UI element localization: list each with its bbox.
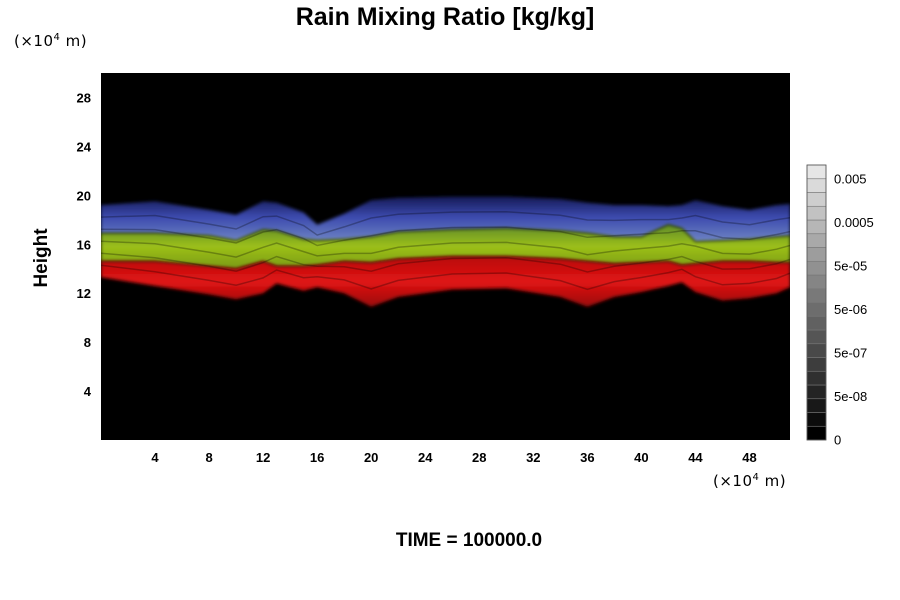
x-tick-label: 28: [472, 450, 486, 465]
time-label: TIME = 100000.0: [395, 530, 543, 551]
colorbar-swatch: [806, 205, 827, 221]
colorbar-frame: [806, 164, 827, 441]
colorbar-swatch: [806, 274, 827, 290]
colorbar-label: 5e-05: [834, 259, 867, 274]
colorbar-swatch: [806, 302, 827, 317]
x-tick-label: 32: [526, 450, 540, 465]
band-striation: [101, 252, 790, 273]
colorbar-swatch: [806, 288, 827, 303]
x-tick-label: 20: [364, 450, 378, 465]
colorbar-swatch: [806, 164, 827, 180]
y-tick-label: 16: [77, 237, 91, 252]
band-lower-red: [101, 256, 790, 307]
colorbar-swatch: [806, 425, 827, 441]
colorbar-swatch: [806, 329, 827, 345]
band-upper-blue: [101, 196, 790, 242]
colorbar: 0.005 0.0005 5e-05 5e-06 5e-07 5e-08 0: [806, 164, 874, 448]
y-tick-label: 24: [77, 139, 92, 154]
band-striation: [101, 240, 790, 258]
colorbar-swatch: [806, 233, 827, 248]
x-tick-label: 40: [634, 450, 648, 465]
colorbar-swatch: [806, 192, 827, 207]
colorbar-label: 0: [834, 433, 841, 448]
y-axis-unit: (×104 m): [14, 32, 88, 50]
colorbar-swatch: [806, 370, 827, 386]
chart-title: Rain Mixing Ratio [kg/kg]: [295, 3, 595, 31]
colorbar-swatch: [806, 357, 827, 372]
colorbar-label: 5e-06: [834, 302, 867, 317]
colorbar-swatch: [806, 398, 827, 413]
band-middle-green: [101, 224, 790, 269]
colorbar-swatch: [806, 260, 827, 276]
colorbar-swatch: [806, 412, 827, 427]
colorbar-swatch: [806, 315, 827, 331]
x-tick-label: 24: [418, 450, 433, 465]
x-axis-unit: (×104 m): [713, 472, 787, 490]
x-tick-label: 4: [151, 450, 159, 465]
colorbar-swatch: [806, 384, 827, 400]
band-striation: [101, 264, 790, 291]
x-tick-label: 36: [580, 450, 594, 465]
band-striation: [101, 211, 790, 236]
x-tick-label: 8: [205, 450, 212, 465]
x-tick-label: 12: [256, 450, 270, 465]
colorbar-label: 5e-08: [834, 389, 867, 404]
colorbar-swatch: [806, 219, 827, 235]
y-tick-label: 4: [84, 384, 92, 399]
band-striation: [101, 226, 790, 247]
y-tick-label: 28: [77, 90, 91, 105]
y-tick-label: 12: [77, 286, 91, 301]
x-tick-label: 16: [310, 450, 324, 465]
colorbar-swatch: [806, 247, 827, 262]
colorbar-swatch: [806, 178, 827, 193]
colorbar-label: 0.0005: [834, 215, 874, 230]
colorbar-label: 5e-07: [834, 346, 867, 361]
y-tick-label: 8: [84, 335, 91, 350]
colorbar-label: 0.005: [834, 172, 867, 187]
colorbar-swatch: [806, 343, 827, 358]
x-tick-label: 48: [742, 450, 756, 465]
x-tick-label: 44: [688, 450, 703, 465]
y-tick-label: 20: [77, 188, 91, 203]
